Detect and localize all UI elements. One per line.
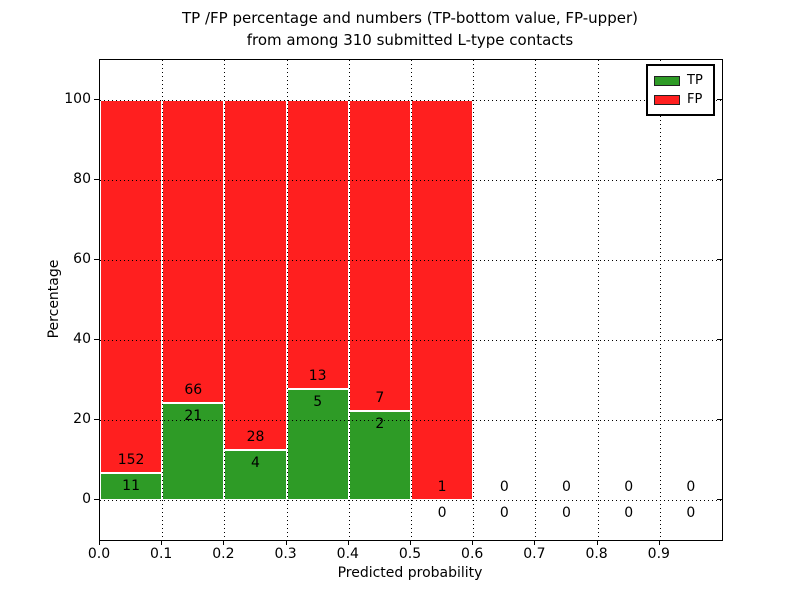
- y-tick-mark: [94, 259, 99, 260]
- vertical-gridline: [286, 60, 288, 540]
- vertical-gridline: [348, 60, 350, 540]
- vertical-gridline: [224, 60, 226, 540]
- vertical-gridline: [659, 60, 661, 540]
- fp-count-label: 28: [246, 429, 265, 445]
- fp-count-label: 7: [375, 390, 385, 407]
- tp-count-label: 21: [184, 408, 203, 425]
- chart-title-line2: from among 310 submitted L-type contacts: [246, 31, 574, 49]
- tp-count-label: 5: [313, 393, 323, 410]
- fp-count-label: 0: [686, 479, 696, 495]
- y-tick-mark-right: [717, 499, 722, 500]
- x-tick-label: 0.0: [87, 546, 111, 562]
- x-tick-label: 0.7: [523, 546, 546, 562]
- fp-count-label: 152: [117, 452, 145, 468]
- tp-count-label: 0: [624, 505, 634, 521]
- y-tick-mark: [94, 419, 99, 420]
- tp-bar-segment: [348, 411, 411, 500]
- legend-item-label: TP: [687, 73, 703, 88]
- legend-item-label: FP: [687, 92, 703, 107]
- fp-count-label: 0: [562, 479, 571, 495]
- y-tick-label: 20: [73, 411, 91, 427]
- vertical-gridline: [597, 60, 599, 540]
- fp-bar-segment: [100, 100, 163, 473]
- legend: TP FP: [646, 64, 715, 116]
- y-tick-mark: [94, 339, 99, 340]
- vertical-gridline: [473, 60, 475, 540]
- x-tick-mark: [410, 540, 411, 545]
- x-tick-mark: [534, 540, 536, 545]
- fp-count-label: 0: [499, 479, 509, 495]
- x-tick-mark: [658, 540, 660, 545]
- vertical-gridline: [162, 60, 164, 540]
- tp-color-swatch-icon: [654, 75, 680, 86]
- y-tick-mark: [94, 499, 99, 500]
- tp-count-label: 11: [122, 478, 140, 494]
- tp-count-label: 0: [686, 505, 696, 521]
- plot-area: 152 11 66 21 28 4 13 5 7 2 1 0 0 0 0 0 0 0 0 0: [99, 59, 723, 541]
- x-tick-label: 0.9: [647, 546, 670, 562]
- y-axis-label: Percentage: [46, 259, 62, 339]
- legend-item-tp: TP: [654, 71, 713, 90]
- fp-color-swatch-icon: [654, 94, 680, 105]
- fp-bar-segment: [348, 100, 411, 412]
- x-tick-label: 0.3: [274, 546, 297, 562]
- y-tick-mark-right: [717, 179, 722, 180]
- fp-bar-segment: [411, 100, 474, 500]
- y-tick-label: 40: [73, 331, 91, 347]
- tp-count-label: 2: [375, 416, 385, 433]
- y-tick-label: 100: [64, 91, 91, 107]
- vertical-gridline: [535, 60, 537, 540]
- fp-count-label: 13: [308, 367, 327, 384]
- x-tick-mark: [596, 540, 598, 545]
- vertical-gridline: [411, 60, 412, 540]
- y-tick-label: 60: [73, 251, 91, 267]
- chart-title-line1: TP /FP percentage and numbers (TP-bottom…: [182, 9, 638, 27]
- x-tick-label: 0.5: [398, 546, 422, 562]
- y-tick-mark: [94, 99, 99, 100]
- fp-count-label: 1: [437, 479, 447, 495]
- fp-count-label: 66: [184, 382, 203, 399]
- x-tick-mark: [99, 540, 100, 545]
- x-tick-label: 0.2: [212, 546, 235, 562]
- legend-item-fp: FP: [654, 90, 713, 109]
- y-tick-mark-right: [717, 99, 722, 100]
- y-tick-mark-right: [717, 339, 722, 340]
- tp-count-label: 0: [499, 505, 509, 521]
- x-tick-mark: [472, 540, 474, 545]
- tp-count-label: 0: [562, 505, 571, 521]
- fp-count-label: 0: [624, 479, 634, 495]
- fp-bar-segment: [162, 100, 225, 404]
- tp-bar-segment: [100, 473, 163, 500]
- tp-count-label: 4: [251, 455, 260, 471]
- x-tick-mark: [285, 540, 287, 545]
- x-tick-mark: [161, 540, 163, 545]
- tp-bar-segment: [162, 403, 225, 500]
- x-tick-label: 0.4: [336, 546, 359, 562]
- fp-bar-segment: [286, 100, 349, 389]
- tp-bar-segment: [286, 388, 349, 500]
- y-tick-mark-right: [717, 259, 722, 260]
- x-tick-mark: [347, 540, 349, 545]
- tp-bar-segment: [224, 450, 287, 500]
- tp-count-label: 0: [437, 505, 447, 521]
- x-tick-label: 0.8: [585, 546, 608, 562]
- x-tick-label: 0.1: [150, 546, 173, 562]
- x-tick-label: 0.6: [461, 546, 484, 562]
- x-tick-mark: [223, 540, 225, 545]
- y-tick-mark: [94, 179, 99, 180]
- fp-bar-segment: [224, 100, 287, 450]
- x-axis-label: Predicted probability: [337, 565, 483, 581]
- y-tick-mark-right: [717, 419, 722, 420]
- y-tick-label: 0: [82, 491, 91, 507]
- y-tick-label: 80: [73, 171, 91, 187]
